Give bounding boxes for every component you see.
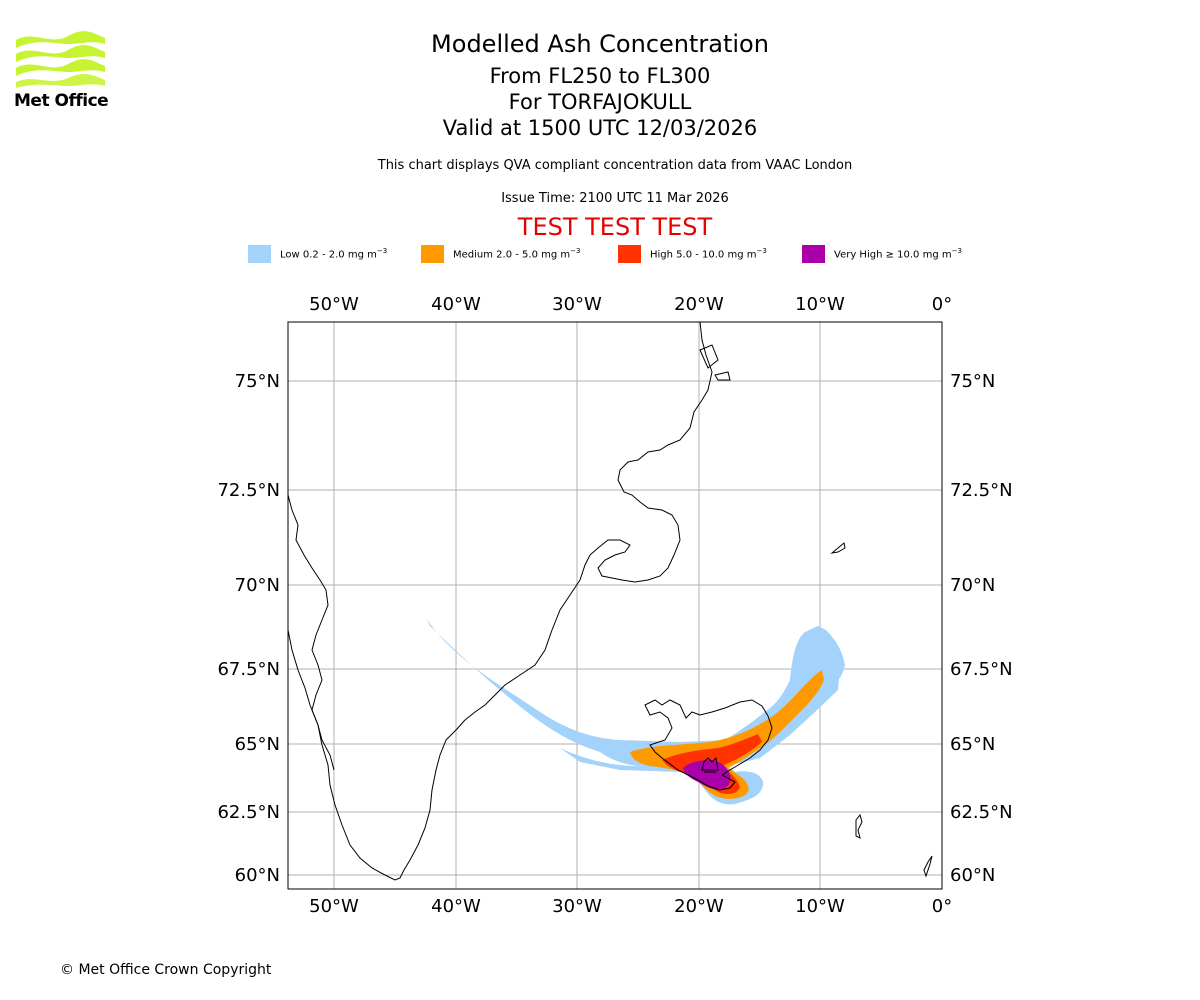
legend-label-high: High 5.0 - 10.0 mg m−3 bbox=[650, 247, 767, 261]
iceland-coast bbox=[644, 699, 773, 791]
chart-description: This chart displays QVA compliant concen… bbox=[377, 158, 853, 173]
legend-label-medium: Medium 2.0 - 5.0 mg m−3 bbox=[453, 247, 581, 261]
greenland-east-coast bbox=[288, 322, 713, 881]
copyright: © Met Office Crown Copyright bbox=[60, 962, 272, 978]
lon-label-top-40w: 40°W bbox=[431, 294, 481, 315]
lat-label-right-67-5n: 67.5°N bbox=[950, 659, 1013, 680]
shetland-coast bbox=[923, 855, 933, 878]
logo-text: Met Office bbox=[14, 91, 109, 111]
ash-medium-region bbox=[630, 670, 824, 799]
lon-label-top-20w: 20°W bbox=[674, 294, 724, 315]
legend-swatch-high bbox=[618, 245, 641, 263]
legend-item-low: Low 0.2 - 2.0 mg m−3 bbox=[248, 244, 387, 264]
lat-label-left-62-5n: 62.5°N bbox=[217, 802, 280, 823]
lon-label-top-30w: 30°W bbox=[552, 294, 602, 315]
greenland-north-islands bbox=[699, 344, 731, 381]
lon-label-top-0: 0° bbox=[932, 294, 952, 315]
legend-item-high: High 5.0 - 10.0 mg m−3 bbox=[618, 244, 767, 264]
met-office-logo: Met Office bbox=[14, 30, 114, 112]
legend-swatch-very-high bbox=[802, 245, 825, 263]
lat-label-right-72-5n: 72.5°N bbox=[950, 480, 1013, 501]
issue-time: Issue Time: 2100 UTC 11 Mar 2026 bbox=[501, 191, 729, 206]
lat-labels-left: 75°N 72.5°N 70°N 67.5°N 65°N 62.5°N 60°N bbox=[217, 371, 280, 886]
ash-low-region bbox=[426, 618, 845, 758]
chart-title: Modelled Ash Concentration bbox=[431, 30, 769, 58]
legend-label-very-high: Very High ≥ 10.0 mg m−3 bbox=[834, 247, 962, 261]
lon-label-bottom-0: 0° bbox=[932, 896, 952, 917]
ash-very-high-region bbox=[683, 760, 731, 790]
lon-label-bottom-20w: 20°W bbox=[674, 896, 724, 917]
coastlines bbox=[288, 322, 933, 881]
test-banner: TEST TEST TEST bbox=[517, 213, 713, 241]
lat-label-right-65n: 65°N bbox=[950, 734, 995, 755]
lat-label-right-70n: 70°N bbox=[950, 575, 995, 596]
legend-swatch-medium bbox=[421, 245, 444, 263]
legend-swatch-low bbox=[248, 245, 271, 263]
lat-labels-right: 75°N 72.5°N 70°N 67.5°N 65°N 62.5°N 60°N bbox=[950, 371, 1013, 886]
ash-high-region bbox=[662, 734, 762, 795]
lon-labels-bottom: 50°W 40°W 30°W 20°W 10°W 0° bbox=[309, 896, 952, 917]
lat-label-left-70n: 70°N bbox=[235, 575, 280, 596]
ash-low-region-lower bbox=[600, 752, 764, 805]
lat-label-left-72-5n: 72.5°N bbox=[217, 480, 280, 501]
lon-label-top-10w: 10°W bbox=[795, 294, 845, 315]
lon-label-top-50w: 50°W bbox=[309, 294, 359, 315]
legend-label-low: Low 0.2 - 2.0 mg m−3 bbox=[280, 247, 388, 261]
map-gridlines bbox=[288, 322, 942, 889]
lat-label-left-67-5n: 67.5°N bbox=[217, 659, 280, 680]
legend-item-very-high: Very High ≥ 10.0 mg m−3 bbox=[802, 244, 962, 264]
lat-label-right-60n: 60°N bbox=[950, 865, 995, 886]
lat-label-left-60n: 60°N bbox=[235, 865, 280, 886]
greenland-west-coast bbox=[288, 494, 335, 771]
jan-mayen-coast bbox=[830, 542, 846, 554]
lat-label-left-65n: 65°N bbox=[235, 734, 280, 755]
map-frame bbox=[287, 321, 943, 890]
volcano-name: For TORFAJOKULL bbox=[508, 90, 692, 114]
lon-labels-top: 50°W 40°W 30°W 20°W 10°W 0° bbox=[309, 294, 952, 315]
lon-label-bottom-30w: 30°W bbox=[552, 896, 602, 917]
level-range: From FL250 to FL300 bbox=[489, 64, 711, 88]
legend-item-medium: Medium 2.0 - 5.0 mg m−3 bbox=[421, 244, 580, 264]
met-office-wave-logo bbox=[16, 31, 105, 88]
faroe-coast bbox=[855, 813, 863, 839]
lon-label-bottom-50w: 50°W bbox=[309, 896, 359, 917]
lat-label-left-75n: 75°N bbox=[235, 371, 280, 392]
lat-label-right-62-5n: 62.5°N bbox=[950, 802, 1013, 823]
lon-label-bottom-40w: 40°W bbox=[431, 896, 481, 917]
lat-label-right-75n: 75°N bbox=[950, 371, 995, 392]
valid-time: Valid at 1500 UTC 12/03/2026 bbox=[442, 116, 758, 140]
ash-low-region-main bbox=[560, 668, 840, 772]
volcano-marker bbox=[701, 756, 719, 773]
lon-label-bottom-10w: 10°W bbox=[795, 896, 845, 917]
